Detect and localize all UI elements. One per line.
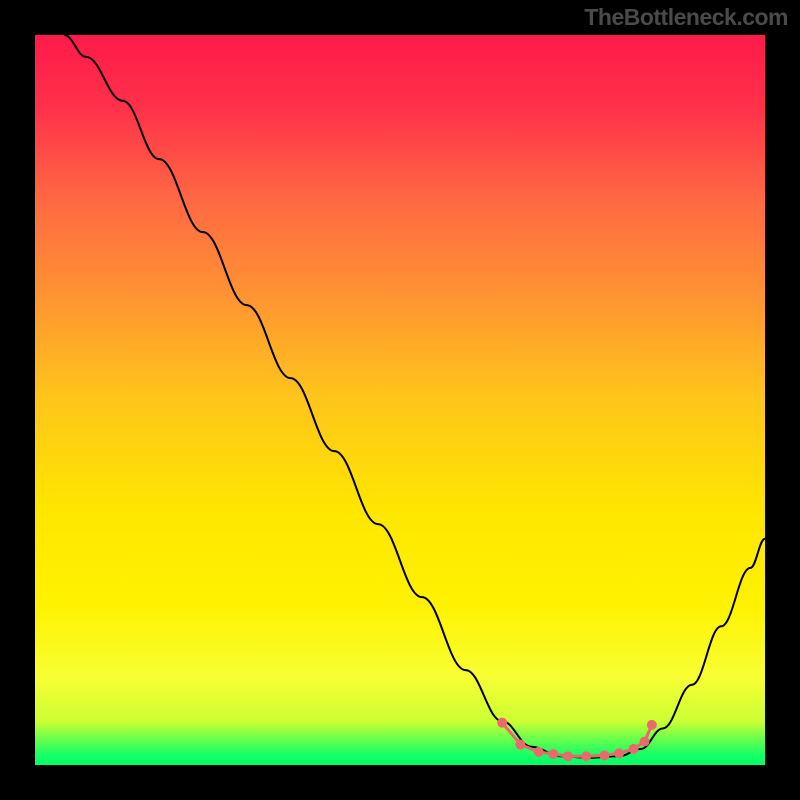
scatter-point [614, 748, 624, 758]
chart-container: TheBottleneck.com [0, 0, 800, 800]
scatter-point [534, 747, 544, 757]
bottleneck-curve-chart [35, 35, 765, 765]
scatter-point [599, 751, 609, 761]
scatter-point [563, 751, 573, 761]
scatter-point [581, 751, 591, 761]
plot-area [35, 35, 765, 765]
scatter-point [647, 720, 657, 730]
scatter-point [629, 744, 639, 754]
scatter-point [640, 737, 650, 747]
scatter-point [497, 718, 507, 728]
scatter-point [548, 749, 558, 759]
gradient-background [35, 35, 765, 765]
scatter-point [515, 740, 525, 750]
watermark-text: TheBottleneck.com [584, 4, 788, 31]
